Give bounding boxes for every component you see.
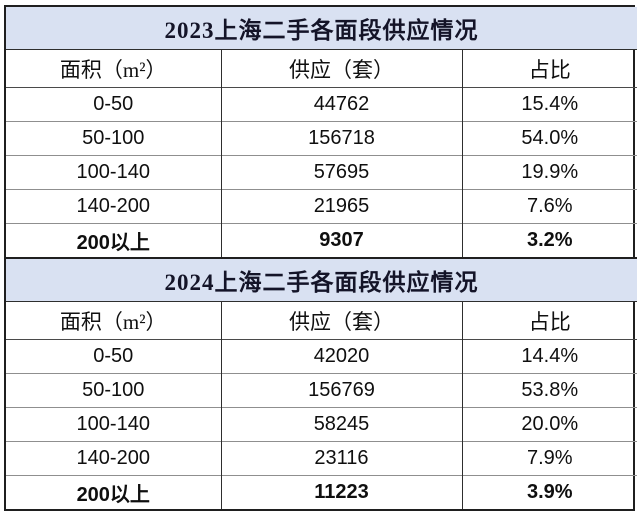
cell-share: 7.6%	[461, 189, 638, 224]
cell-supply: 57695	[220, 155, 462, 190]
cell-share: 53.8%	[461, 373, 638, 408]
cell-area: 200以上	[6, 223, 221, 257]
cell-share: 15.4%	[461, 87, 638, 122]
cell-supply: 58245	[220, 407, 462, 442]
cell-area: 100-140	[6, 407, 221, 442]
table-title-row: 2023上海二手各面段供应情况	[6, 7, 638, 50]
cell-area: 50-100	[6, 373, 221, 408]
cell-area: 0-50	[6, 87, 221, 122]
supply-tables-sheet: 2023上海二手各面段供应情况 面积（m²） 供应（套） 占比 0-50 447…	[4, 5, 638, 511]
table-title-2023: 2023上海二手各面段供应情况	[6, 7, 638, 50]
cell-area: 200以上	[6, 475, 221, 509]
cell-share: 19.9%	[461, 155, 638, 190]
col-header-share: 占比	[461, 49, 638, 88]
col-header-supply: 供应（套）	[220, 301, 462, 340]
table-row-total-segment: 200以上 11223 3.9%	[6, 475, 638, 509]
cell-area: 140-200	[6, 441, 221, 476]
cell-area: 140-200	[6, 189, 221, 224]
cell-supply: 44762	[220, 87, 462, 122]
col-header-area: 面积（m²）	[6, 49, 221, 88]
table-2024-supply: 2024上海二手各面段供应情况 面积（m²） 供应（套） 占比 0-50 420…	[6, 257, 638, 509]
cell-share: 54.0%	[461, 121, 638, 156]
table-row: 100-140 57695 19.9%	[6, 155, 638, 190]
cell-share: 7.9%	[461, 441, 638, 476]
col-header-supply: 供应（套）	[220, 49, 462, 88]
column-header-row: 面积（m²） 供应（套） 占比	[6, 301, 638, 340]
table-row: 0-50 44762 15.4%	[6, 87, 638, 122]
cell-supply: 156718	[220, 121, 462, 156]
cell-supply: 9307	[220, 223, 462, 257]
cell-supply: 21965	[220, 189, 462, 224]
cell-area: 0-50	[6, 339, 221, 374]
table-row: 0-50 42020 14.4%	[6, 339, 638, 374]
cell-share: 3.2%	[461, 223, 638, 257]
cell-area: 100-140	[6, 155, 221, 190]
table-title-row: 2024上海二手各面段供应情况	[6, 258, 638, 302]
col-header-area: 面积（m²）	[6, 301, 221, 340]
cell-share: 14.4%	[461, 339, 638, 374]
cell-supply: 156769	[220, 373, 462, 408]
table-2023-supply: 2023上海二手各面段供应情况 面积（m²） 供应（套） 占比 0-50 447…	[6, 7, 638, 257]
cell-supply: 42020	[220, 339, 462, 374]
table-row: 50-100 156769 53.8%	[6, 373, 638, 408]
cell-share: 3.9%	[461, 475, 638, 509]
table-title-2024: 2024上海二手各面段供应情况	[6, 258, 638, 302]
cell-supply: 23116	[220, 441, 462, 476]
cell-supply: 11223	[220, 475, 462, 509]
table-row: 100-140 58245 20.0%	[6, 407, 638, 442]
col-header-share: 占比	[461, 301, 638, 340]
column-header-row: 面积（m²） 供应（套） 占比	[6, 49, 638, 88]
cell-share: 20.0%	[461, 407, 638, 442]
cell-area: 50-100	[6, 121, 221, 156]
table-row-total-segment: 200以上 9307 3.2%	[6, 223, 638, 257]
table-row: 140-200 23116 7.9%	[6, 441, 638, 476]
table-row: 50-100 156718 54.0%	[6, 121, 638, 156]
table-row: 140-200 21965 7.6%	[6, 189, 638, 224]
